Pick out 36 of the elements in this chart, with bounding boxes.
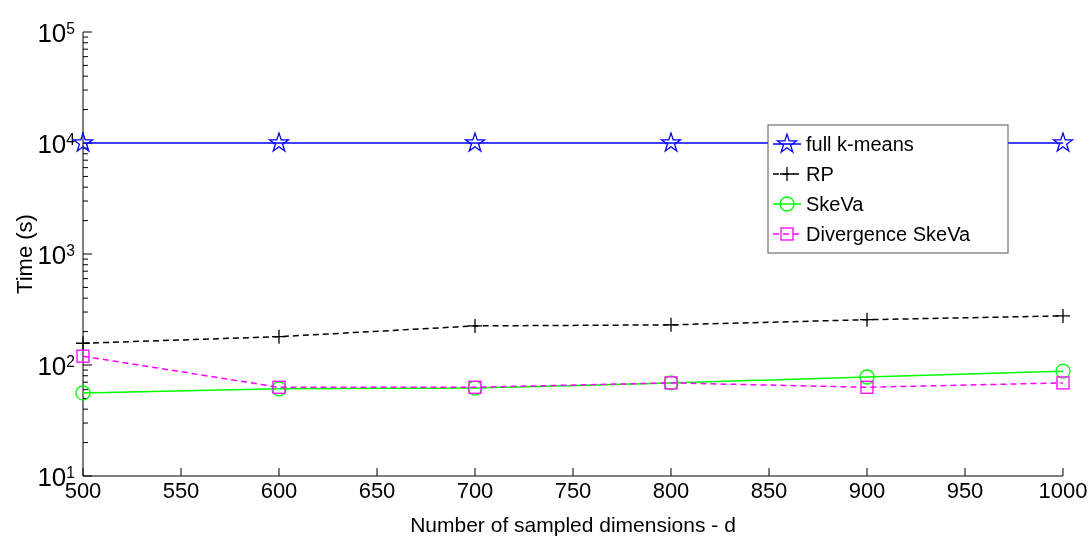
y-tick-label: 10$^{5}$ [37,18,76,48]
point [467,318,483,334]
point [268,132,290,152]
x-axis-title: Number of sampled dimensions - d [410,513,736,536]
point [271,329,287,345]
x-tick-label: 550 [162,478,200,503]
x-tick-label: 650 [358,478,396,503]
legend-label: full k-means [806,133,914,155]
point [75,385,91,401]
x-tick-label: 900 [848,478,886,503]
point [663,317,679,333]
x-tick-label: 850 [750,478,788,503]
x-tick-label: 750 [554,478,592,503]
x-tick-label: 1000 [1038,478,1088,503]
point [75,335,91,351]
point [76,349,90,363]
point [464,132,486,152]
x-tick-label: 950 [946,478,984,503]
point [860,380,874,394]
x-tick-label: 700 [456,478,494,503]
point [1052,132,1074,152]
legend-label: SkeVa [806,193,865,215]
point [1055,308,1071,324]
point [660,132,682,152]
y-axis-title: Time (s) [12,214,37,294]
x-tick-label: 800 [652,478,690,503]
y-tick-label: 10$^{4}$ [37,129,76,159]
legend-label: RP [806,163,834,185]
point [1056,376,1070,390]
legend-label: Divergence SkeVa [806,223,972,245]
y-tick-label: 10$^{3}$ [37,240,75,270]
point [1055,363,1071,379]
point [859,312,875,328]
x-tick-label: 600 [260,478,298,503]
y-tick-label: 10$^{2}$ [37,351,75,381]
point [859,369,875,385]
